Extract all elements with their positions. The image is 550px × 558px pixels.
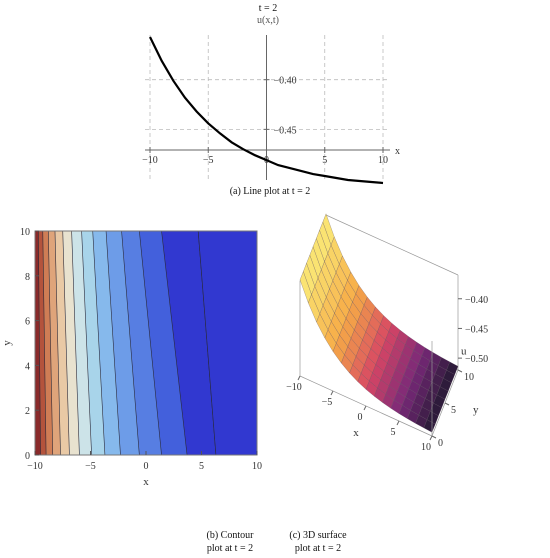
surface-chart: −10 −5 0 5 10 x 0 5 10 y −0.40 −0.45 −0.50u (286, 213, 488, 453)
line-chart-title: t = 2 (258, 3, 278, 14)
contour-y-tick-label: 10 (20, 227, 30, 238)
contour-y-tick-label: 0 (25, 451, 30, 462)
surface-z-tick-label: −0.45 (465, 324, 488, 335)
surface-x-tick-label: 5 (391, 427, 396, 438)
line-chart-x-tick-label: −5 (203, 155, 214, 166)
contour-y-tick-label: 4 (25, 361, 30, 372)
contour-x-tick-label: −10 (27, 461, 43, 472)
surface-y-tick (431, 435, 437, 439)
surface-x-tick (363, 405, 367, 411)
contour-caption-line1: (b) Contour (206, 530, 254, 541)
surface-patch (423, 419, 436, 433)
surface-z-tick-label: −0.40 (465, 295, 488, 306)
line-chart-x-axis-label: x (395, 146, 400, 157)
surface-x-tick-label: −10 (286, 382, 302, 393)
line-chart-caption: (a) Line plot at t = 2 (229, 186, 311, 197)
line-chart-x-tick-label: 10 (378, 155, 388, 166)
contour-x-tick-label: 5 (199, 461, 204, 472)
surface-caption: (c) 3D surface plot at t = 2 (278, 530, 358, 554)
surface-x-tick (297, 375, 301, 381)
line-chart: −10 −5 0 5 10x−0.40−0.45 (142, 35, 400, 185)
surface-x-axis-label: x (353, 427, 359, 439)
surface-x-tick-label: 0 (358, 412, 363, 423)
surface-x-tick (330, 390, 334, 396)
contour-x-axis-label: x (143, 476, 149, 488)
surface-y-tick-label: 10 (464, 372, 474, 383)
surface-y-tick (444, 402, 450, 406)
line-chart-x-tick-label: −10 (142, 155, 158, 166)
contour-y-tick-label: 6 (25, 317, 30, 328)
surface-y-tick-label: 5 (451, 405, 456, 416)
contour-caption: (b) Contour plot at t = 2 (190, 530, 270, 554)
surface-x-tick-label: 10 (421, 442, 431, 453)
surface-y-axis-label: y (473, 404, 479, 416)
contour-y-tick-label: 8 (25, 272, 30, 283)
line-chart-x-tick-label: 5 (322, 155, 327, 166)
contour-x-tick-label: 0 (144, 461, 149, 472)
surface-y-tick (457, 369, 463, 373)
surface-x-tick-label: −5 (322, 397, 333, 408)
surface-x-tick (396, 420, 400, 426)
line-chart-ylabel: u(x,t) (257, 15, 279, 26)
surface-z-axis-label: u (461, 345, 467, 357)
line-chart-series-line (149, 36, 384, 185)
surface-y-tick-label: 0 (438, 438, 443, 449)
surface-z-tick-label: −0.50 (465, 354, 488, 365)
contour-y-axis-label: y (1, 340, 13, 346)
surface-x-tick (429, 435, 433, 441)
contour-chart: −10 −5 0 5 10 0 2 4 6 8 10 x y (1, 227, 262, 488)
line-chart-y-tick-label: −0.45 (274, 125, 297, 136)
line-chart-y-tick-label: −0.40 (274, 76, 297, 87)
contour-caption-line2: plot at t = 2 (206, 543, 254, 554)
contour-x-tick-label: 10 (252, 461, 262, 472)
contour-x-tick-label: −5 (85, 461, 96, 472)
surface-caption-line2: plot at t = 2 (294, 543, 342, 554)
surface-caption-line1: (c) 3D surface (289, 530, 347, 541)
contour-y-tick-label: 2 (25, 406, 30, 417)
surface-box-edge (325, 214, 459, 276)
